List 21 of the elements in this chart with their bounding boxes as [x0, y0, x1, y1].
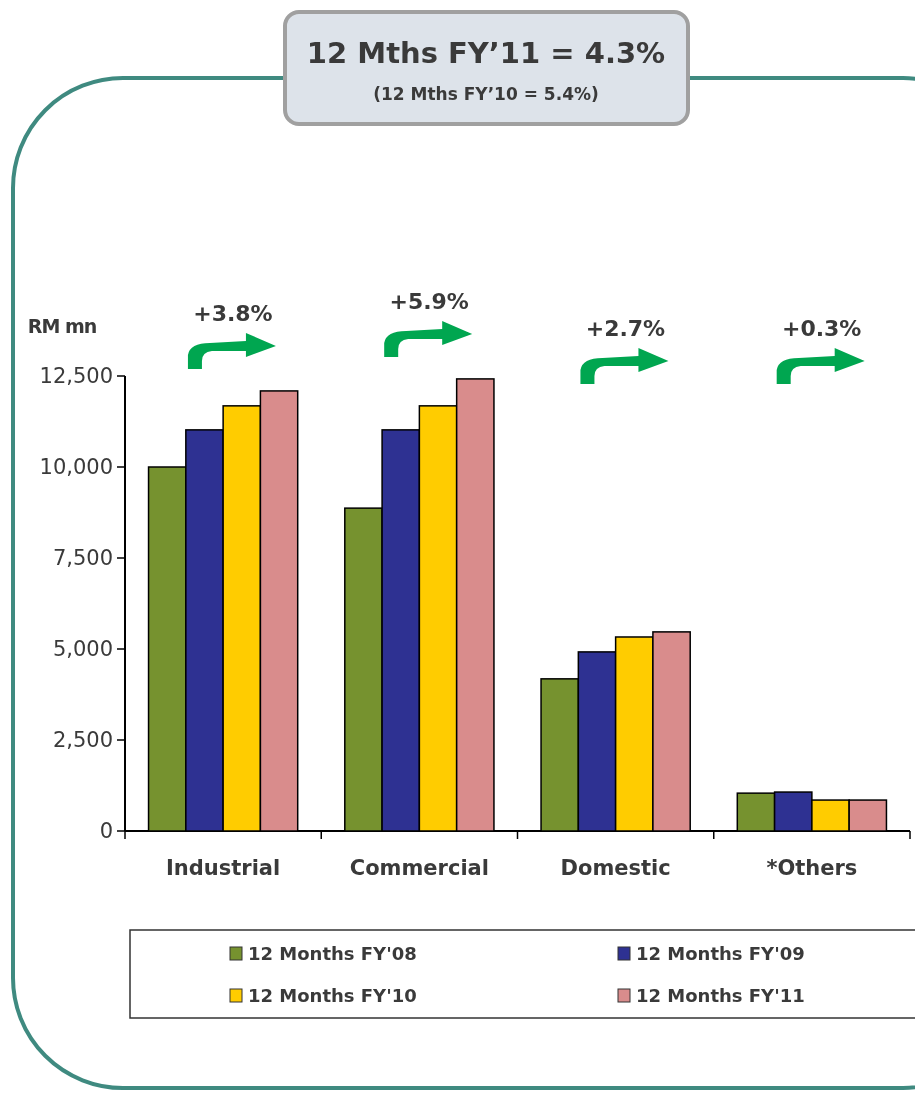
- y-axis-title: RM mn: [27, 315, 97, 337]
- text: +0.3%: [781, 316, 862, 341]
- legend-label: 12 Months FY'09: [636, 943, 805, 965]
- chart-title: 12 Mths FY’11 = 4.3%: [306, 36, 666, 70]
- text: +5.9%: [389, 288, 469, 314]
- legend-label: 12 Months FY'11: [636, 985, 805, 1007]
- y-tick-label: 0: [99, 819, 113, 844]
- x-tick-label: Industrial: [166, 856, 281, 880]
- x-tick-label: *Others: [766, 856, 858, 880]
- text: +2.7%: [585, 316, 666, 341]
- y-tick-label: 5,000: [52, 637, 113, 662]
- y-tick-label: 7,500: [52, 546, 113, 571]
- chart-subtitle: (12 Mths FY’10 = 5.4%): [373, 84, 599, 104]
- legend-label: 12 Months FY'08: [248, 943, 417, 965]
- y-tick-label: 2,500: [52, 728, 113, 753]
- y-tick-label: 10,000: [39, 455, 113, 480]
- x-tick-label: Domestic: [560, 856, 671, 880]
- text: +3.8%: [193, 300, 273, 326]
- legend-label: 12 Months FY'10: [248, 985, 417, 1007]
- y-tick-label: 12,500: [39, 364, 113, 389]
- x-tick-label: Commercial: [349, 856, 489, 880]
